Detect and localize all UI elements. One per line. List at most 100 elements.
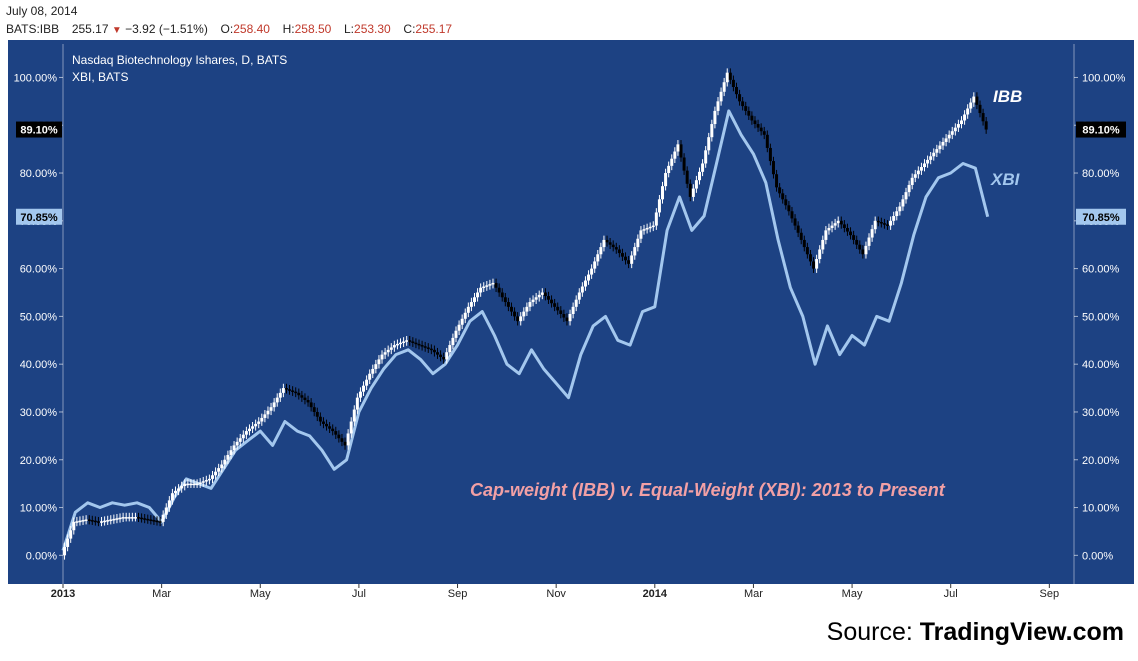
ibb-candle-down [312, 407, 316, 412]
ibb-candle-up [189, 483, 193, 486]
ibb-candle-down [608, 242, 612, 245]
ibb-candle-up [596, 254, 600, 262]
ibb-candle-down [858, 244, 862, 250]
y-tick-label-right: 40.00% [1082, 359, 1120, 371]
ibb-candle-up [81, 520, 85, 522]
ibb-candle-up [867, 237, 871, 246]
ibb-candle-down [328, 426, 332, 429]
ibb-candle-up [485, 285, 489, 287]
symbol-label[interactable]: BATS:IBB [6, 22, 60, 36]
ibb-candle-down [799, 232, 803, 240]
ibb-candle-down [439, 354, 443, 358]
y-tick-label-right: 10.00% [1082, 503, 1120, 515]
ibb-candle-down [565, 317, 569, 322]
ibb-candle-up [238, 438, 242, 442]
ibb-candle-up [950, 131, 954, 135]
ibb-candle-up [223, 459, 227, 465]
ibb-candle-down [620, 253, 624, 257]
ibb-candle-down [688, 183, 692, 197]
ibb-candle-up [198, 482, 202, 484]
ibb-candle-up [69, 530, 73, 539]
ibb-candle-up [106, 520, 110, 522]
ibb-candle-down [787, 205, 791, 212]
y-tick-label-left: 30.00% [20, 407, 58, 419]
ibb-candle-up [167, 500, 171, 508]
ibb-candle-up [667, 165, 671, 174]
ibb-candle-up [821, 239, 825, 250]
ibb-candle-down [331, 428, 335, 432]
ibb-candle-up [722, 82, 726, 92]
ibb-candle-down [303, 397, 307, 401]
ibb-candle-down [842, 224, 846, 228]
price-chart[interactable]: Nasdaq Biotechnology Ishares, D, BATS XB… [0, 40, 1138, 608]
x-tick-label: Sep [1040, 588, 1060, 600]
ibb-candle-up [72, 521, 76, 531]
ibb-candle-down [90, 520, 94, 522]
ibb-candle-up [522, 311, 526, 317]
ibb-candle-up [226, 454, 230, 460]
ibb-candle-up [873, 220, 877, 230]
ibb-candle-up [895, 211, 899, 217]
high-label: H: [282, 22, 295, 36]
ibb-candle-up [355, 397, 359, 410]
ibb-candle-up [399, 342, 403, 345]
ibb-candle-up [214, 471, 218, 476]
ibb-annotation: IBB [993, 87, 1022, 106]
ibb-candle-down [497, 287, 501, 293]
ibb-candle-down [426, 347, 430, 349]
ibb-candle-down [516, 316, 520, 322]
ibb-candle-down [306, 400, 310, 403]
ibb-candle-down [808, 254, 812, 262]
x-tick-label: 2014 [643, 588, 668, 600]
ibb-candle-up [118, 517, 122, 520]
x-tick-label: May [250, 588, 271, 600]
ibb-candle-down [309, 402, 313, 408]
ibb-value-badge-left [16, 121, 62, 138]
ibb-candle-up [346, 433, 350, 446]
ibb-candle-up [251, 426, 255, 429]
ibb-candle-down [784, 199, 788, 206]
ibb-candle-down [861, 249, 865, 255]
ibb-candle-up [648, 226, 652, 229]
xbi-annotation: XBI [990, 170, 1021, 189]
ibb-candle-up [932, 152, 936, 157]
ibb-candle-up [482, 286, 486, 289]
ibb-candle-down [509, 306, 513, 312]
ibb-candle-up [571, 306, 575, 314]
ibb-candle-up [389, 347, 393, 350]
ibb-candle-up [161, 514, 165, 522]
ibb-candle-up [207, 478, 211, 481]
ibb-candle-up [959, 120, 963, 125]
ibb-candle-up [78, 520, 82, 523]
source-prefix: Source: [826, 618, 920, 646]
ibb-candle-up [716, 101, 720, 111]
ibb-candle-down [682, 157, 686, 171]
ibb-candle-up [528, 302, 532, 307]
ibb-candle-up [186, 483, 190, 486]
ibb-candle-down [334, 431, 338, 435]
ibb-candle-down [318, 416, 322, 422]
ibb-candle-up [701, 163, 705, 172]
xbi-value-badge-left [16, 208, 62, 225]
quote-bar: BATS:IBB 255.17 ▼ −3.92 (−1.51%) O:258.4… [6, 22, 452, 36]
ibb-candle-up [966, 108, 970, 115]
ibb-candle-down [882, 223, 886, 225]
ibb-candle-down [325, 423, 329, 427]
ibb-candle-down [140, 517, 144, 520]
ibb-candle-down [288, 389, 292, 391]
ibb-candle-up [220, 464, 224, 469]
ibb-candle-down [87, 519, 91, 521]
ibb-candle-up [451, 337, 455, 346]
main-series-legend: Nasdaq Biotechnology Ishares, D, BATS [72, 53, 287, 67]
ibb-candle-up [124, 517, 128, 519]
ibb-candle-up [537, 294, 541, 298]
ibb-candle-down [812, 261, 816, 269]
ibb-candle-up [636, 238, 640, 248]
ibb-candle-down [614, 247, 618, 250]
ibb-candle-up [630, 255, 634, 264]
ibb-candle-down [284, 388, 288, 390]
ibb-candle-down [337, 434, 341, 439]
ibb-candle-down [553, 303, 557, 307]
ibb-candle-down [778, 187, 782, 194]
y-tick-label-right: 0.00% [1082, 550, 1113, 562]
